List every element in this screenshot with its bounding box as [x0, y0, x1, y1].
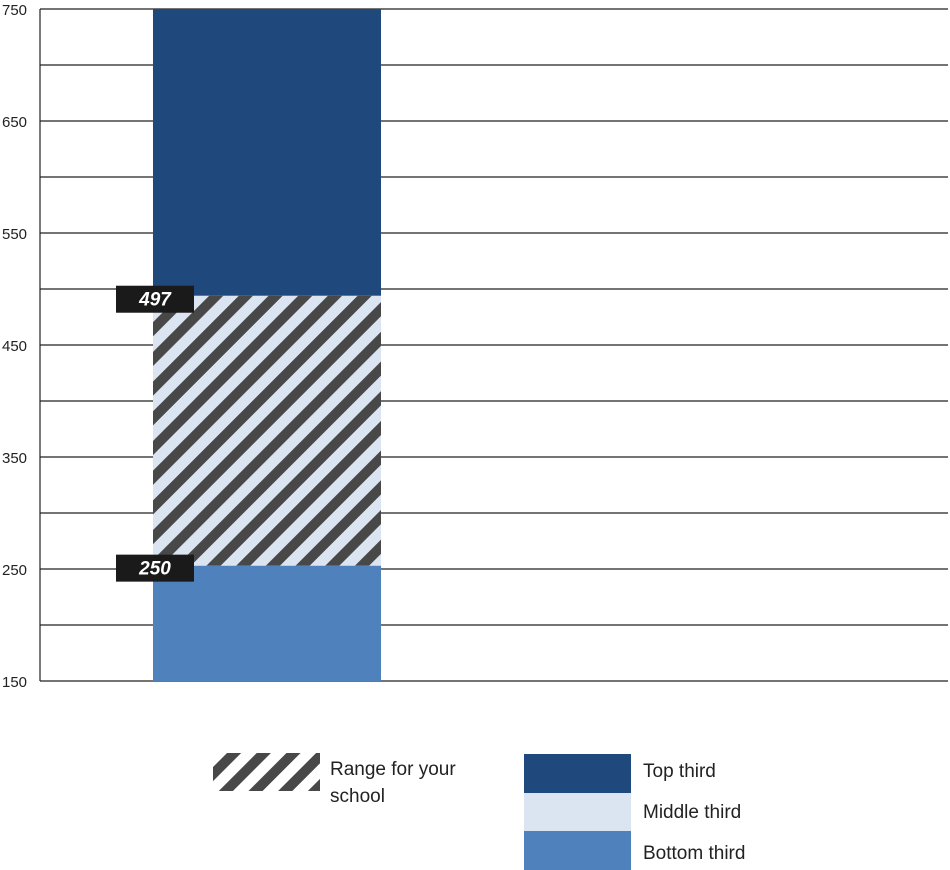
- legend-label-top: Top third: [643, 761, 716, 782]
- bar-segment-middle-third: [153, 295, 381, 566]
- range-high-marker: 497: [116, 285, 194, 313]
- y-tick-label: 250: [2, 562, 27, 579]
- y-tick-label: 350: [2, 450, 27, 467]
- range-low-label: 250: [138, 559, 171, 580]
- range-high-label: 497: [138, 290, 172, 311]
- y-tick-label: 750: [2, 2, 27, 19]
- y-tick-label: 150: [2, 674, 27, 691]
- range-markers: 497 250: [116, 285, 194, 582]
- bar-segment-bottom-third: [153, 565, 381, 681]
- range-low-marker: 250: [116, 554, 194, 582]
- legend-label-range: Range for your school: [330, 759, 456, 807]
- y-tick-label: 550: [2, 226, 27, 243]
- y-tick-label: 650: [2, 114, 27, 131]
- legend-label-middle: Middle third: [643, 802, 741, 823]
- stacked-bar: [153, 9, 381, 681]
- bar-segment-top-third: [153, 9, 381, 296]
- legend-label-bottom: Bottom third: [643, 843, 745, 864]
- y-axis-ticks: 150 250 350 450 550 650 750: [2, 2, 27, 691]
- legend-swatch-bottom: [524, 831, 631, 870]
- legend-swatch-top: [524, 754, 631, 793]
- legend-swatch-middle: [524, 793, 631, 831]
- legend-swatch-range: [213, 753, 320, 791]
- legend: Range for your school Top third Middle t…: [213, 753, 745, 870]
- y-tick-label: 450: [2, 338, 27, 355]
